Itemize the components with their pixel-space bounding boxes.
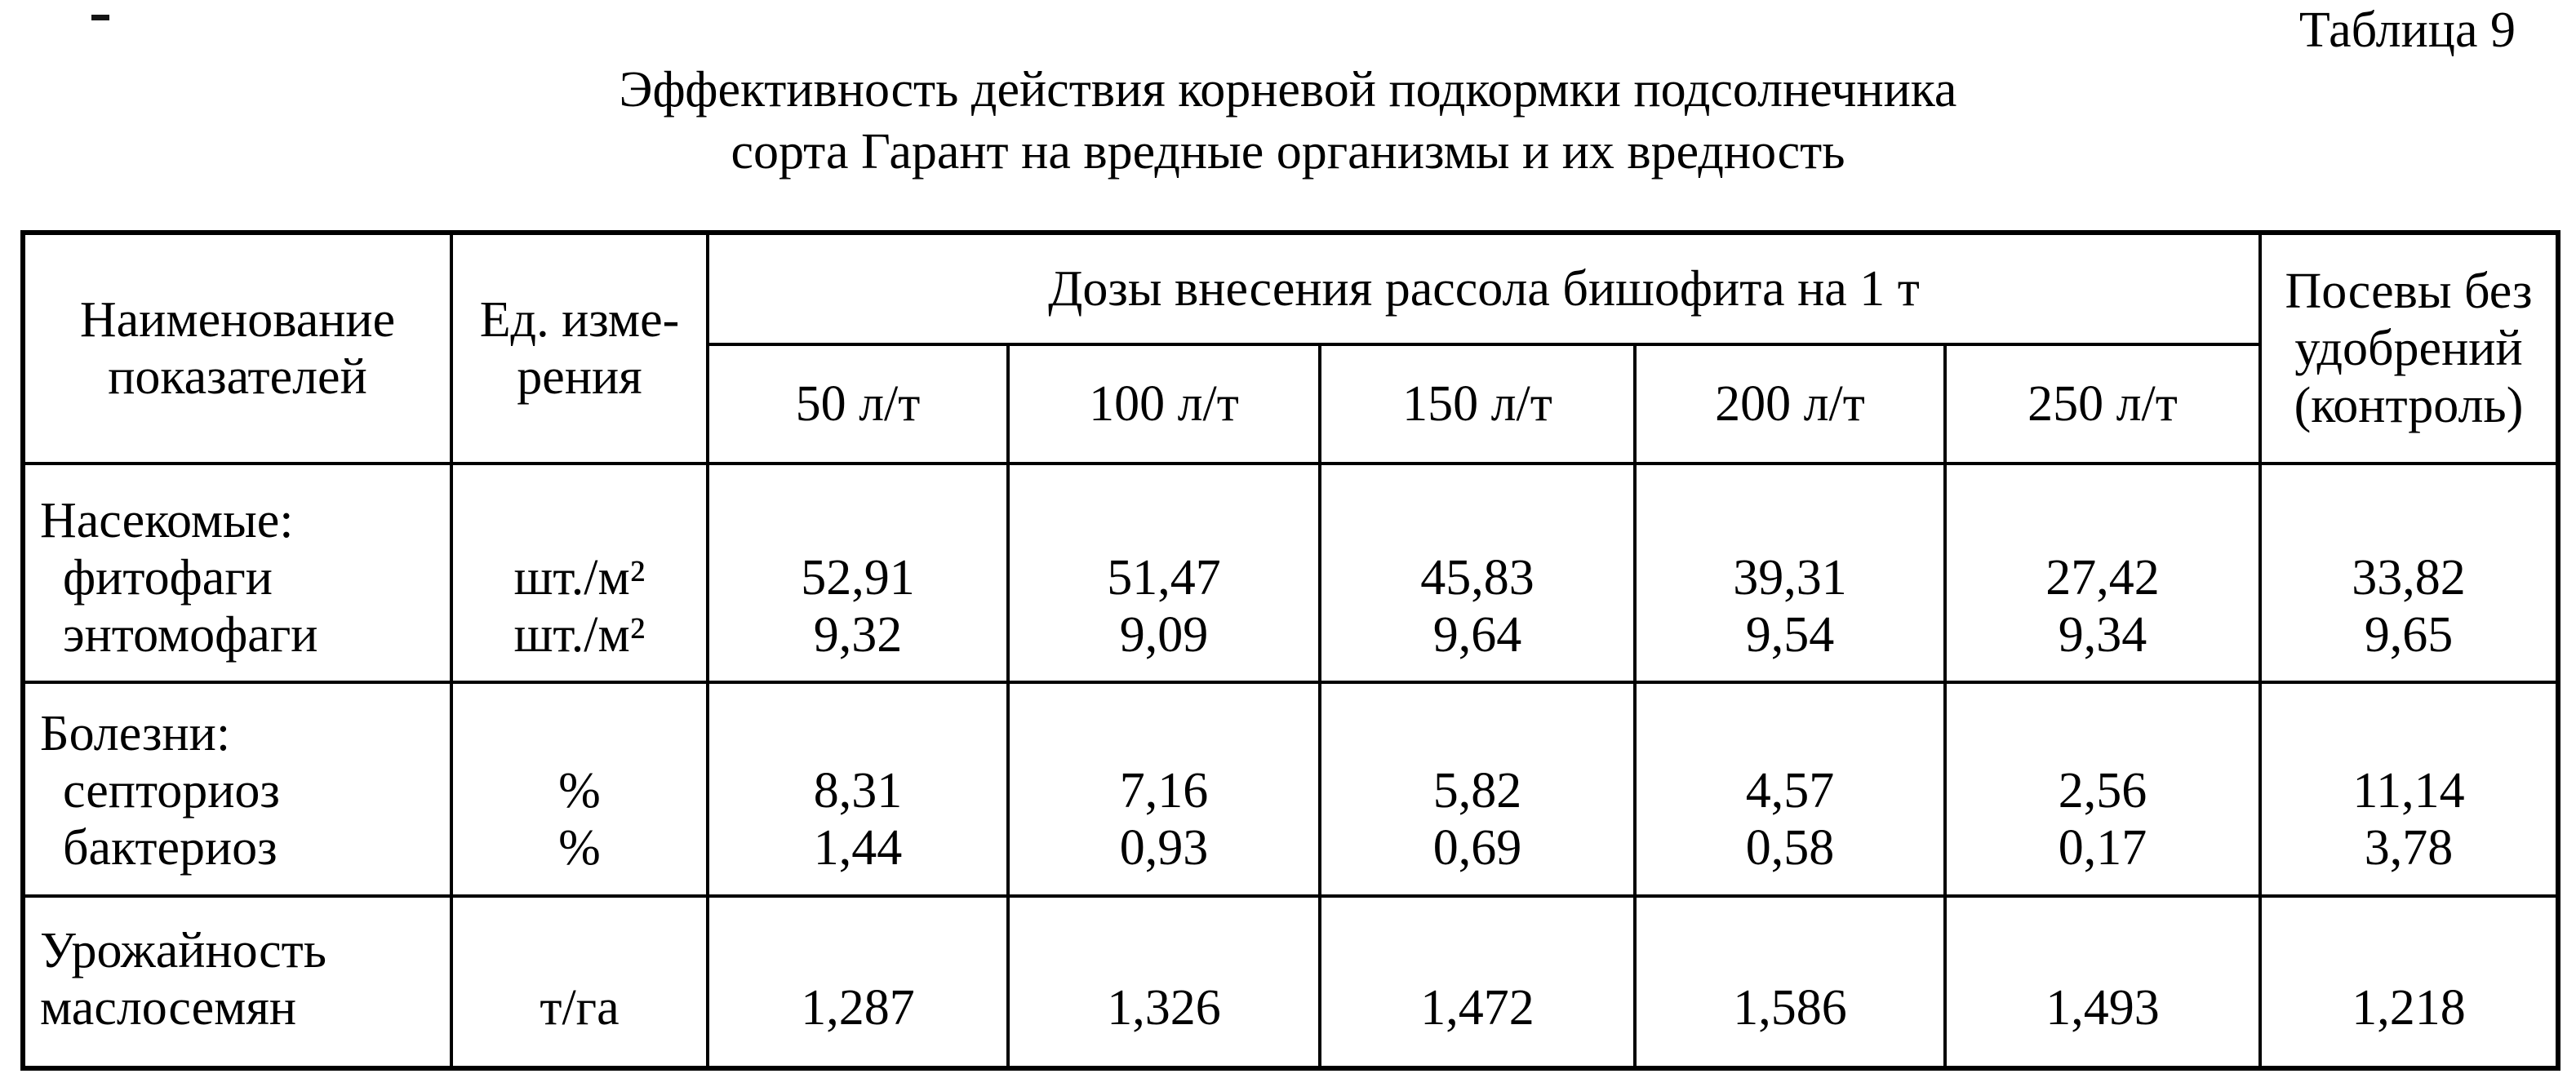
value-entomophages-250: 9,34 xyxy=(2058,607,2147,663)
value-bacteriosis-250: 0,17 xyxy=(2058,820,2147,876)
diseases-row2-unit: % xyxy=(558,820,601,876)
header-dose-150-label: 150 л/т xyxy=(1402,376,1552,432)
header-cell-unit: Ед. изме- рения xyxy=(453,235,706,462)
header-control-line3: (контроль) xyxy=(2294,378,2524,433)
value-bacteriosis-100: 0,93 xyxy=(1119,820,1209,876)
value-entomophages-control: 9,65 xyxy=(2364,607,2454,663)
diseases-dose-250-cell: 2,56 0,17 xyxy=(1947,684,2258,894)
value-phytophages-100: 51,47 xyxy=(1107,550,1221,606)
header-control-line2: удобрений xyxy=(2294,321,2523,376)
yield-label-line2: маслосемян xyxy=(40,980,297,1036)
header-cell-indicator-name: Наименование показателей xyxy=(25,235,450,462)
value-bacteriosis-50: 1,44 xyxy=(813,820,903,876)
header-indicator-line2: показателей xyxy=(108,349,367,405)
value-phytophages-control: 33,82 xyxy=(2352,550,2466,606)
value-septoria-100: 7,16 xyxy=(1119,763,1209,819)
table-number-label: Таблица 9 xyxy=(2298,2,2516,58)
diseases-dose-50-cell: 8,31 1,44 xyxy=(709,684,1006,894)
document-title-line2: сорта Гарант на вредные организмы и их в… xyxy=(731,124,1845,180)
insects-label-cell: Насекомые: фитофаги энтомофаги xyxy=(25,465,450,681)
diseases-control-cell: 11,14 3,78 xyxy=(2262,684,2556,894)
value-septoria-control: 11,14 xyxy=(2352,763,2465,819)
document-title: Эффективность действия корневой подкормк… xyxy=(0,59,2576,183)
value-yield-50: 1,287 xyxy=(801,980,915,1036)
diseases-row1-unit: % xyxy=(558,763,601,819)
diseases-row1-label: септориоз xyxy=(63,763,280,819)
value-yield-150: 1,472 xyxy=(1420,980,1534,1036)
header-cell-dose-200: 200 л/т xyxy=(1637,346,1943,462)
header-indicator-line1: Наименование xyxy=(79,292,396,348)
data-table: Наименование показателей Ед. изме- рения… xyxy=(20,230,2560,1071)
yield-dose-50-cell: 1,287 xyxy=(709,898,1006,1066)
diseases-group-label: Болезни: xyxy=(40,706,231,761)
insects-dose-100-cell: 51,47 9,09 xyxy=(1010,465,1318,681)
header-cell-doses-span: Дозы внесения рассола бишофита на 1 т xyxy=(709,235,2258,343)
insects-group-label: Насекомые: xyxy=(40,493,294,548)
header-cell-dose-250: 250 л/т xyxy=(1947,346,2258,462)
diseases-dose-200-cell: 4,57 0,58 xyxy=(1637,684,1943,894)
value-yield-control: 1,218 xyxy=(2352,980,2466,1036)
diseases-row2-label: бактериоз xyxy=(63,820,278,876)
yield-control-cell: 1,218 xyxy=(2262,898,2556,1066)
header-cell-control: Посевы без удобрений (контроль) xyxy=(2262,235,2556,462)
value-bacteriosis-control: 3,78 xyxy=(2364,820,2454,876)
diseases-dose-150-cell: 5,82 0,69 xyxy=(1321,684,1633,894)
diseases-dose-100-cell: 7,16 0,93 xyxy=(1010,684,1318,894)
value-yield-250: 1,493 xyxy=(2045,980,2160,1036)
diseases-unit-cell: % % xyxy=(453,684,706,894)
header-dose-100-label: 100 л/т xyxy=(1089,376,1239,432)
insects-row1-unit: шт./м² xyxy=(513,550,646,606)
header-doses-span-label: Дозы внесения рассола бишофита на 1 т xyxy=(1048,261,1920,317)
insects-dose-250-cell: 27,42 9,34 xyxy=(1947,465,2258,681)
value-phytophages-250: 27,42 xyxy=(2045,550,2160,606)
diseases-label-cell: Болезни: септориоз бактериоз xyxy=(25,684,450,894)
value-phytophages-150: 45,83 xyxy=(1420,550,1534,606)
yield-unit-cell: т/га xyxy=(453,898,706,1066)
header-unit-line2: рения xyxy=(517,349,642,405)
value-phytophages-200: 39,31 xyxy=(1733,550,1847,606)
header-dose-200-label: 200 л/т xyxy=(1715,376,1865,432)
value-entomophages-150: 9,64 xyxy=(1432,607,1522,663)
header-control-line1: Посевы без xyxy=(2285,264,2533,319)
value-phytophages-50: 52,91 xyxy=(801,550,915,606)
value-septoria-150: 5,82 xyxy=(1432,763,1522,819)
insects-dose-150-cell: 45,83 9,64 xyxy=(1321,465,1633,681)
document-title-line1: Эффективность действия корневой подкормк… xyxy=(619,62,1957,118)
value-bacteriosis-150: 0,69 xyxy=(1432,820,1522,876)
value-yield-100: 1,326 xyxy=(1107,980,1221,1036)
insects-row2-label: энтомофаги xyxy=(63,607,318,663)
yield-label-cell: Урожайность маслосемян xyxy=(25,898,450,1066)
value-septoria-50: 8,31 xyxy=(813,763,903,819)
yield-dose-100-cell: 1,326 xyxy=(1010,898,1318,1066)
yield-label-line1: Урожайность xyxy=(40,923,327,978)
yield-dose-200-cell: 1,586 xyxy=(1637,898,1943,1066)
insects-control-cell: 33,82 9,65 xyxy=(2262,465,2556,681)
value-entomophages-200: 9,54 xyxy=(1745,607,1835,663)
yield-unit: т/га xyxy=(540,980,620,1036)
value-bacteriosis-200: 0,58 xyxy=(1745,820,1835,876)
yield-dose-250-cell: 1,493 xyxy=(1947,898,2258,1066)
value-entomophages-100: 9,09 xyxy=(1119,607,1209,663)
value-yield-200: 1,586 xyxy=(1733,980,1847,1036)
value-entomophages-50: 9,32 xyxy=(813,607,903,663)
value-septoria-250: 2,56 xyxy=(2058,763,2147,819)
header-cell-dose-150: 150 л/т xyxy=(1321,346,1633,462)
value-septoria-200: 4,57 xyxy=(1745,763,1835,819)
header-dose-250-label: 250 л/т xyxy=(2027,376,2178,432)
insects-dose-200-cell: 39,31 9,54 xyxy=(1637,465,1943,681)
header-cell-dose-50: 50 л/т xyxy=(709,346,1006,462)
insects-row1-label: фитофаги xyxy=(63,550,273,606)
insects-row2-unit: шт./м² xyxy=(513,607,646,663)
header-unit-line1: Ед. изме- xyxy=(479,292,680,348)
header-cell-dose-100: 100 л/т xyxy=(1010,346,1318,462)
yield-dose-150-cell: 1,472 xyxy=(1321,898,1633,1066)
scan-artifact-dash xyxy=(91,15,109,20)
insects-dose-50-cell: 52,91 9,32 xyxy=(709,465,1006,681)
header-dose-50-label: 50 л/т xyxy=(795,376,921,432)
insects-unit-cell: шт./м² шт./м² xyxy=(453,465,706,681)
